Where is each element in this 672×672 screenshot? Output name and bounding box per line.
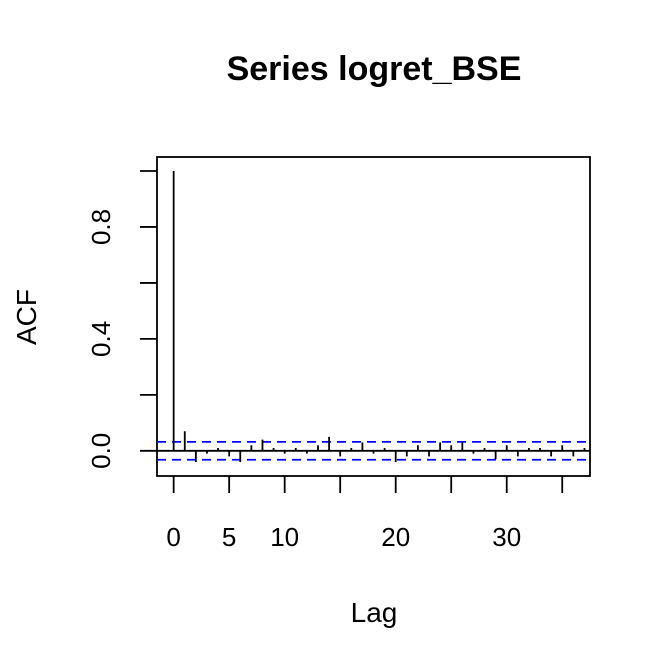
x-tick-label-0: 0 <box>166 522 180 552</box>
x-tick-label-30: 30 <box>492 522 521 552</box>
y-tick-label-0.8: 0.8 <box>86 209 116 245</box>
x-tick-label-20: 20 <box>381 522 410 552</box>
y-tick-label-0.4: 0.4 <box>86 321 116 357</box>
x-axis-label: Lag <box>351 597 398 628</box>
y-tick-label-0: 0.0 <box>86 433 116 469</box>
plot-frame <box>156 156 591 477</box>
x-tick-label-5: 5 <box>222 522 236 552</box>
x-axis: 0 5 10 20 30 <box>166 476 564 552</box>
y-axis-label: ACF <box>11 289 42 345</box>
x-tick-label-10: 10 <box>270 522 299 552</box>
plot-marks <box>157 170 590 463</box>
chart-title: Series logret_BSE <box>227 50 522 88</box>
y-axis: 0.0 0.4 0.8 <box>86 170 157 469</box>
